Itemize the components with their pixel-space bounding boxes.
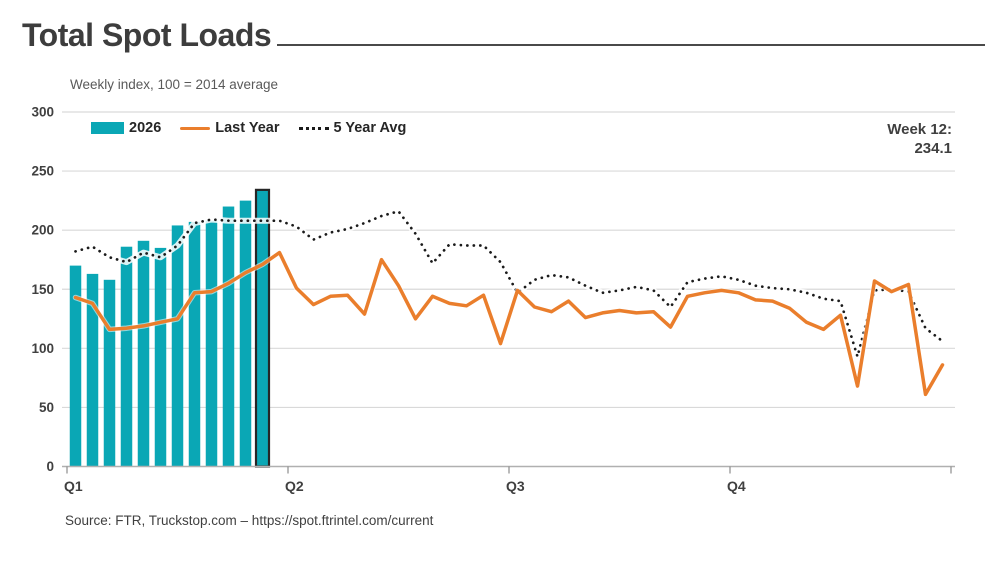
- legend-label: 2026: [129, 120, 162, 136]
- bar-week-7: [171, 225, 184, 467]
- current-week-value: 234.1: [914, 140, 952, 157]
- bar-week-10: [222, 206, 235, 467]
- last-year-line: [73, 250, 945, 397]
- chart-subtitle: Weekly index, 100 = 2014 average: [70, 77, 279, 92]
- legend-item-last-year[interactable]: Last Year: [180, 120, 280, 136]
- y-axis-label-50: 50: [39, 400, 54, 415]
- bar-week-1: [69, 265, 82, 467]
- bar-week-12: [254, 188, 271, 468]
- dotted-swatch-icon: [298, 126, 329, 130]
- bar-week-5: [137, 240, 150, 467]
- page-header: Total Spot Loads: [22, 17, 985, 53]
- chart-legend: 2026 Last Year 5 Year Avg: [91, 120, 406, 136]
- bar-week-2: [86, 273, 99, 467]
- y-axis-label-300: 300: [31, 105, 54, 120]
- legend-label: 5 Year Avg: [333, 120, 407, 136]
- x-axis-label-q2: Q2: [285, 478, 304, 494]
- five-year-avg-line: [74, 209, 944, 358]
- bar-week-6: [154, 247, 167, 467]
- y-axis-label-0: 0: [46, 459, 54, 474]
- current-week-annotation: Week 12: 234.1: [887, 120, 952, 158]
- y-axis-label-200: 200: [31, 223, 54, 238]
- x-axis-label-q3: Q3: [506, 478, 525, 494]
- x-axis-label-q1: Q1: [64, 478, 83, 494]
- bar-week-8: [188, 221, 201, 467]
- current-week-label: Week 12:: [887, 121, 952, 138]
- page-title: Total Spot Loads: [22, 17, 272, 53]
- line-swatch-icon: [180, 126, 211, 130]
- source-note: Source: FTR, Truckstop.com – https://spo…: [65, 513, 434, 528]
- x-axis-label-q4: Q4: [727, 478, 746, 494]
- bar-swatch-icon: [91, 122, 124, 134]
- bar-week-4: [120, 246, 133, 467]
- y-axis-label-100: 100: [31, 341, 54, 356]
- y-axis-label-150: 150: [31, 282, 54, 297]
- bar-week-3: [103, 279, 116, 467]
- legend-label: Last Year: [215, 120, 280, 136]
- title-underline: [277, 44, 985, 47]
- legend-item-5-year-avg[interactable]: 5 Year Avg: [298, 120, 407, 136]
- legend-item-2026[interactable]: 2026: [91, 120, 161, 136]
- y-axis-label-250: 250: [31, 164, 54, 179]
- bar-week-9: [205, 220, 218, 467]
- bar-week-11: [239, 200, 252, 467]
- five-year-avg-glow: [72, 208, 946, 360]
